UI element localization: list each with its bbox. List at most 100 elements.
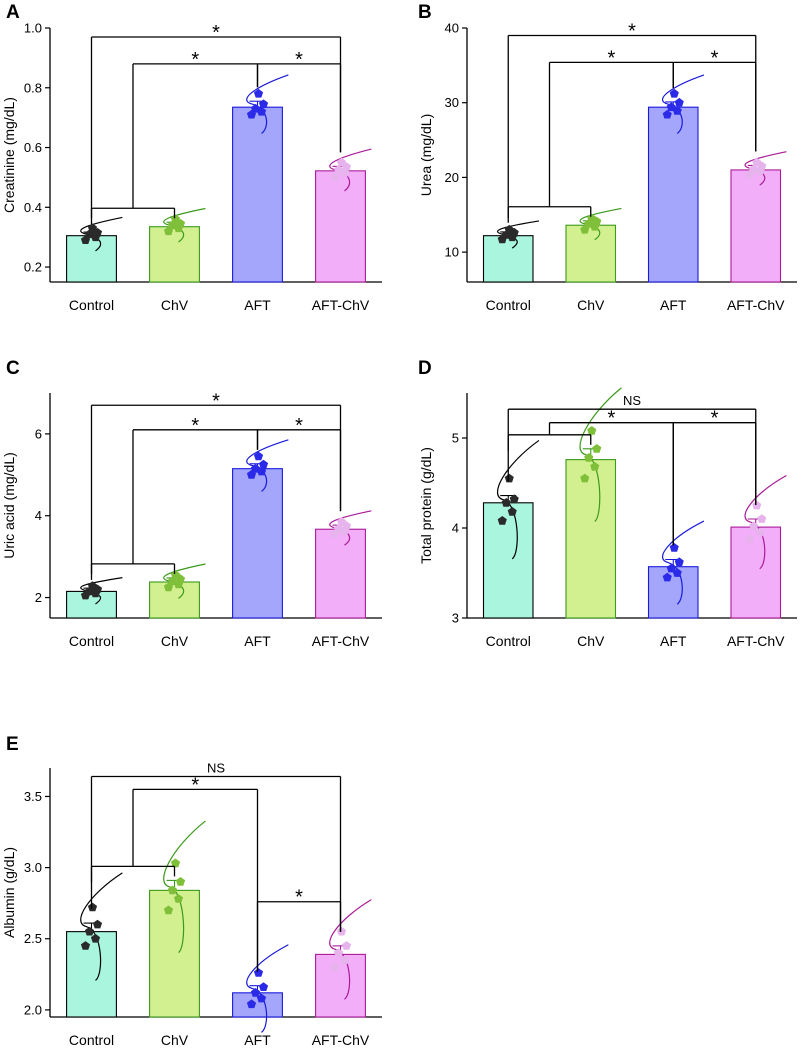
distribution-curve (497, 439, 540, 560)
data-point (497, 516, 507, 525)
data-point (167, 885, 178, 895)
data-point (250, 463, 261, 473)
category-label: AFT-ChV (727, 297, 785, 313)
y-tick-label: 2 (35, 590, 42, 605)
data-point (87, 223, 98, 233)
y-tick-label: 0.8 (24, 80, 42, 95)
category-label: ChV (161, 1032, 189, 1048)
data-point (87, 581, 98, 590)
category-label: Control (69, 633, 114, 649)
y-tick-label: 10 (445, 245, 459, 260)
panel-C: C 2 4 6 Uric acid (mg/dL) Control ChV AFT AFT-Ch… (1, 358, 382, 649)
significance-label: NS (623, 393, 641, 408)
category-label: ChV (577, 297, 605, 313)
category-label: ChV (577, 633, 605, 649)
y-tick-label: 5 (452, 431, 459, 446)
data-point (584, 453, 594, 462)
data-point (504, 224, 514, 234)
bar-aft-chv (315, 170, 366, 283)
data-point (749, 521, 759, 531)
distribution-curve (579, 387, 622, 522)
panel-letter: B (418, 2, 432, 23)
significance-label: * (711, 408, 719, 430)
data-point (84, 926, 95, 936)
y-axis-title: Uric acid (mg/dL) (1, 452, 17, 559)
data-point (749, 164, 759, 174)
data-point (333, 165, 344, 174)
category-label: AFT (244, 1032, 271, 1048)
data-point (253, 451, 264, 461)
bar-chv (149, 226, 200, 283)
y-axis-title: Urea (mg/dL) (418, 114, 434, 196)
data-point (587, 426, 597, 435)
bar-aft (232, 468, 283, 619)
bar-aft-chv (315, 953, 366, 1018)
data-point (170, 570, 181, 579)
bar-aft (647, 106, 699, 283)
bar-control (66, 235, 117, 283)
panel-D: D 3 4 5 Total protein (g/dL) Control ChV AFT AFT… (418, 358, 797, 649)
significance-label: * (212, 22, 220, 44)
bar-aft (647, 566, 699, 619)
data-point (170, 858, 181, 868)
significance-label: * (212, 390, 220, 412)
data-point (246, 999, 257, 1009)
bar-aft-chv (730, 169, 782, 283)
significance-label: * (711, 47, 719, 69)
y-tick-label: 20 (445, 170, 459, 185)
category-label: AFT-ChV (727, 633, 785, 649)
distribution-curve (329, 899, 372, 1000)
data-point (672, 568, 682, 577)
y-tick-label: 6 (35, 426, 42, 441)
category-label: Control (69, 297, 114, 313)
category-label: ChV (161, 633, 189, 649)
data-point (501, 498, 511, 507)
data-point (175, 877, 186, 886)
data-point (669, 543, 679, 552)
distribution-curve (744, 475, 787, 570)
data-point (662, 572, 672, 582)
panel-letter: E (6, 734, 19, 755)
bar-control (482, 235, 534, 283)
y-tick-label: 3 (452, 611, 459, 626)
panel-letter: C (6, 358, 20, 379)
data-point (755, 527, 765, 537)
data-point (507, 507, 517, 516)
category-label: ChV (161, 297, 189, 313)
category-label: AFT-ChV (312, 297, 370, 313)
data-point (757, 514, 767, 523)
data-point (674, 97, 684, 107)
data-point (669, 88, 679, 98)
data-point (173, 894, 184, 903)
data-point (587, 213, 597, 223)
distribution-curve (246, 439, 289, 492)
significance-label: * (607, 47, 615, 69)
data-point (336, 926, 347, 936)
bar-control (66, 931, 117, 1018)
y-tick-label: 0.4 (24, 200, 42, 215)
data-point (336, 517, 347, 526)
significance-label: * (295, 887, 303, 909)
data-point (92, 919, 103, 929)
data-point (674, 557, 684, 567)
data-point (250, 988, 261, 997)
y-tick-label: 1.0 (24, 21, 42, 36)
data-point (258, 99, 269, 109)
data-point (341, 941, 352, 950)
y-tick-label: 0.2 (24, 260, 42, 275)
bar-aft-chv (315, 528, 366, 619)
category-label: Control (486, 633, 531, 649)
significance-label: * (295, 49, 303, 71)
data-point (90, 933, 101, 943)
bar-aft (232, 106, 283, 283)
y-axis-title: Total protein (g/dL) (418, 447, 434, 564)
data-point (80, 941, 91, 950)
y-tick-label: 0.6 (24, 140, 42, 155)
data-point (580, 473, 590, 483)
category-label: AFT (660, 297, 687, 313)
bar-chv (565, 459, 617, 619)
data-point (87, 902, 98, 912)
bar-control (482, 502, 534, 619)
data-point (590, 462, 600, 471)
significance-label: NS (207, 761, 225, 776)
